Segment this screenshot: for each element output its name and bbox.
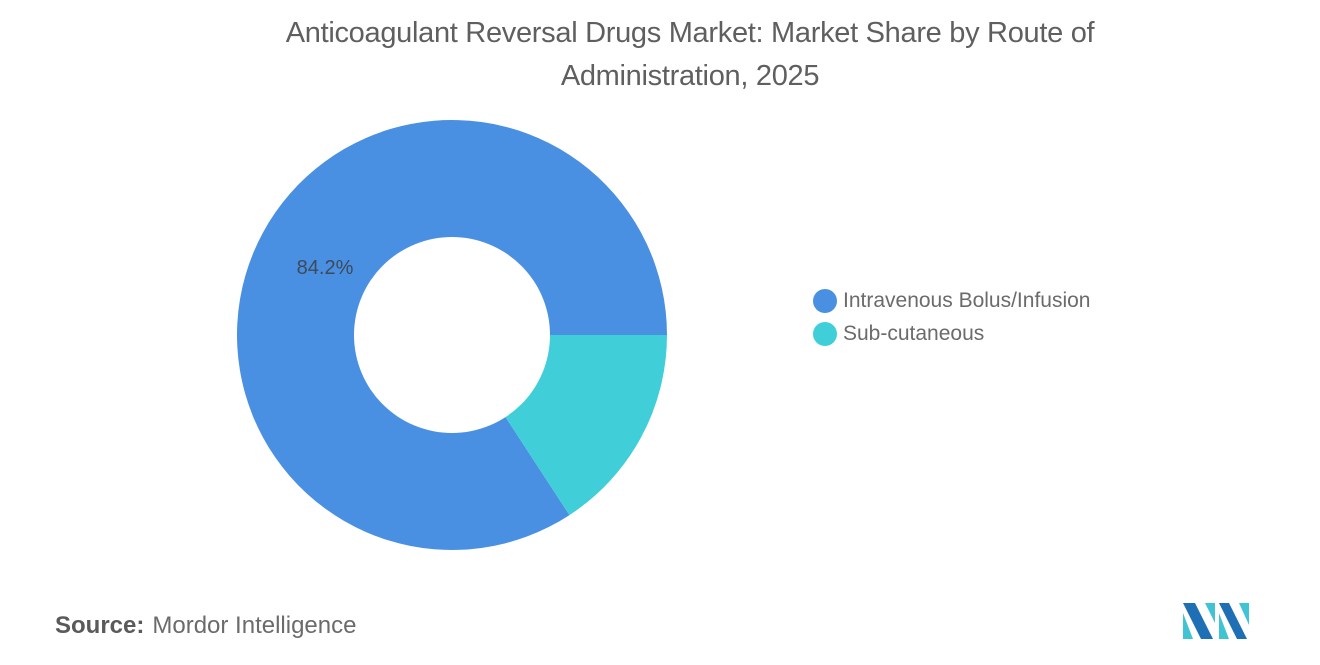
- donut-hole: [354, 237, 550, 433]
- legend-item-intravenous[interactable]: Intravenous Bolus/Infusion: [813, 284, 1091, 317]
- chart-title: Anticoagulant Reversal Drugs Market: Mar…: [0, 12, 1320, 98]
- source-note: Source: Mordor Intelligence: [55, 612, 356, 640]
- legend-label: Sub-cutaneous: [843, 321, 985, 345]
- slice-label-intravenous: 84.2%: [297, 257, 354, 279]
- source-prefix: Source:: [55, 612, 145, 639]
- chart-title-line2: Administration, 2025: [560, 60, 820, 92]
- legend-dot-icon: [813, 288, 837, 313]
- source-name: Mordor Intelligence: [152, 612, 357, 639]
- legend-dot-icon: [813, 321, 837, 346]
- legend-item-subcutaneous[interactable]: Sub-cutaneous: [813, 317, 1091, 350]
- chart-title-line1: Anticoagulant Reversal Drugs Market: Mar…: [285, 17, 1095, 49]
- legend: Intravenous Bolus/Infusion Sub-cutaneous: [813, 284, 1091, 350]
- mordor-intelligence-logo-icon: [1183, 603, 1249, 639]
- legend-label: Intravenous Bolus/Infusion: [843, 288, 1091, 312]
